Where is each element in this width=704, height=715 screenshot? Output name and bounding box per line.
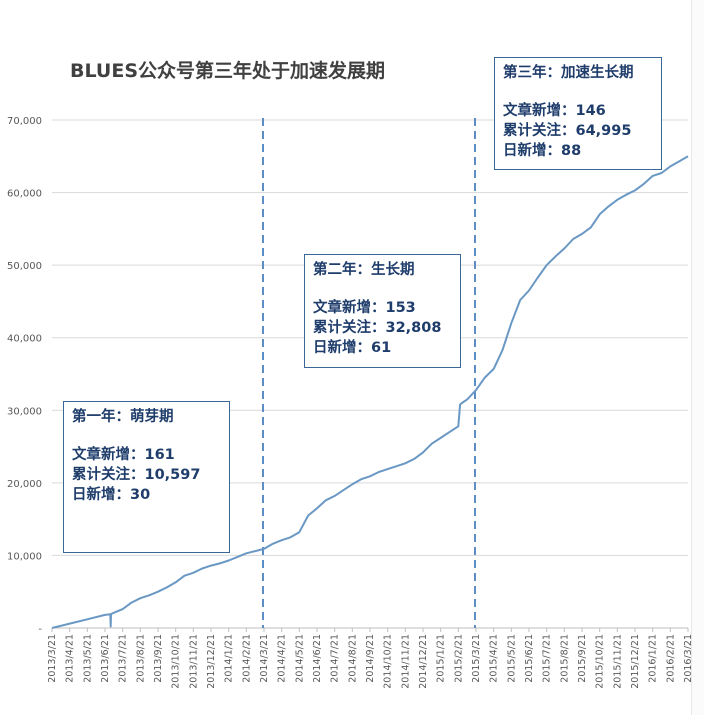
phase-3-articles: 文章新增：146 [503, 103, 606, 119]
x-tick-label: 2014/1/21 [224, 634, 235, 683]
x-tick-label: 2013/3/21 [47, 634, 58, 683]
x-tick-label: 2015/9/21 [577, 634, 588, 683]
x-tick-label: 2015/8/21 [559, 634, 570, 683]
x-tick-label: 2014/8/21 [347, 634, 358, 683]
series-line [51, 155, 689, 629]
phase-box-year-1: 第一年：萌芽期 文章新增：161 累计关注：10,597 日新增：30 [63, 401, 230, 553]
phase-box-year-2: 第二年：生长期 文章新增：153 累计关注：32,808 日新增：61 [304, 254, 461, 368]
phase-1-heading: 第一年：萌芽期 [72, 409, 174, 425]
chart-title: BLUES公众号第三年处于加速发展期 [70, 60, 386, 82]
y-tick-label: - [38, 624, 42, 635]
phase-dividers [262, 118, 476, 628]
x-tick-label: 2014/4/21 [277, 634, 288, 683]
y-tick-label: 30,000 [7, 406, 42, 417]
phase-box-year-3: 第三年：加速生长期 文章新增：146 累计关注：64,995 日新增：88 [494, 57, 662, 170]
x-tick-label: 2015/11/21 [612, 634, 623, 689]
series-layer [51, 155, 689, 629]
phase-3-daily: 日新增：88 [503, 143, 582, 159]
phase-1-articles: 文章新增：161 [72, 447, 175, 463]
x-tick-label: 2014/9/21 [365, 634, 376, 683]
x-tick-label: 2014/7/21 [330, 634, 341, 683]
x-tick-label: 2013/5/21 [82, 634, 93, 683]
x-tick-label: 2014/2/21 [241, 634, 252, 683]
x-tick-label: 2013/4/21 [65, 634, 76, 683]
x-tick-label: 2013/11/21 [188, 634, 199, 689]
phase-2-followers: 累计关注：32,808 [313, 320, 442, 336]
x-tick-label: 2013/7/21 [118, 634, 129, 683]
y-axis: - 10,000 20,000 30,000 40,000 50,000 60,000 70,… [7, 116, 42, 635]
x-tick-label: 2016/3/21 [683, 634, 694, 683]
x-tick-label: 2014/3/21 [259, 634, 270, 683]
phase-2-heading: 第二年：生长期 [313, 262, 415, 278]
x-tick-label: 2013/8/21 [135, 634, 146, 683]
x-tick-label: 2013/9/21 [153, 634, 164, 683]
y-tick-label: 50,000 [7, 261, 42, 272]
x-tick-label: 2015/1/21 [436, 634, 447, 683]
y-tick-label: 10,000 [7, 551, 42, 562]
y-tick-label: 60,000 [7, 189, 42, 200]
phase-3-heading: 第三年：加速生长期 [503, 65, 634, 81]
x-tick-label: 2014/6/21 [312, 634, 323, 683]
x-tick-label: 2014/5/21 [294, 634, 305, 683]
x-tick-label: 2015/4/21 [489, 634, 500, 683]
y-tick-label: 70,000 [7, 116, 42, 127]
x-tick-label: 2013/12/21 [206, 634, 217, 689]
x-tick-label: 2014/10/21 [383, 634, 394, 689]
x-tick-label: 2015/3/21 [471, 634, 482, 683]
y-tick-label: 40,000 [7, 334, 42, 345]
phase-1-followers: 累计关注：10,597 [72, 467, 201, 483]
x-tick-label: 2015/12/21 [630, 634, 641, 689]
x-tick-label: 2015/10/21 [595, 634, 606, 689]
x-tick-label: 2014/11/21 [400, 634, 411, 689]
phase-2-articles: 文章新增：153 [313, 300, 416, 316]
x-tick-label: 2015/2/21 [453, 634, 464, 683]
x-axis: 2013/3/21 2013/4/21 2013/5/21 2013/6/21 2013… [47, 628, 694, 689]
phase-1-daily: 日新增：30 [72, 487, 151, 503]
x-tick-label: 2014/12/21 [418, 634, 429, 689]
x-tick-label: 2013/10/21 [171, 634, 182, 689]
phase-2-daily: 日新增：61 [313, 340, 392, 356]
x-tick-label: 2015/5/21 [506, 634, 517, 683]
x-tick-label: 2016/2/21 [665, 634, 676, 683]
x-tick-label: 2016/1/21 [648, 634, 659, 683]
x-tick-label: 2013/6/21 [100, 634, 111, 683]
window-edge [691, 0, 704, 715]
x-tick-label: 2015/7/21 [542, 634, 553, 683]
phase-3-followers: 累计关注：64,995 [503, 123, 632, 139]
y-tick-label: 20,000 [7, 479, 42, 490]
x-tick-label: 2015/6/21 [524, 634, 535, 683]
